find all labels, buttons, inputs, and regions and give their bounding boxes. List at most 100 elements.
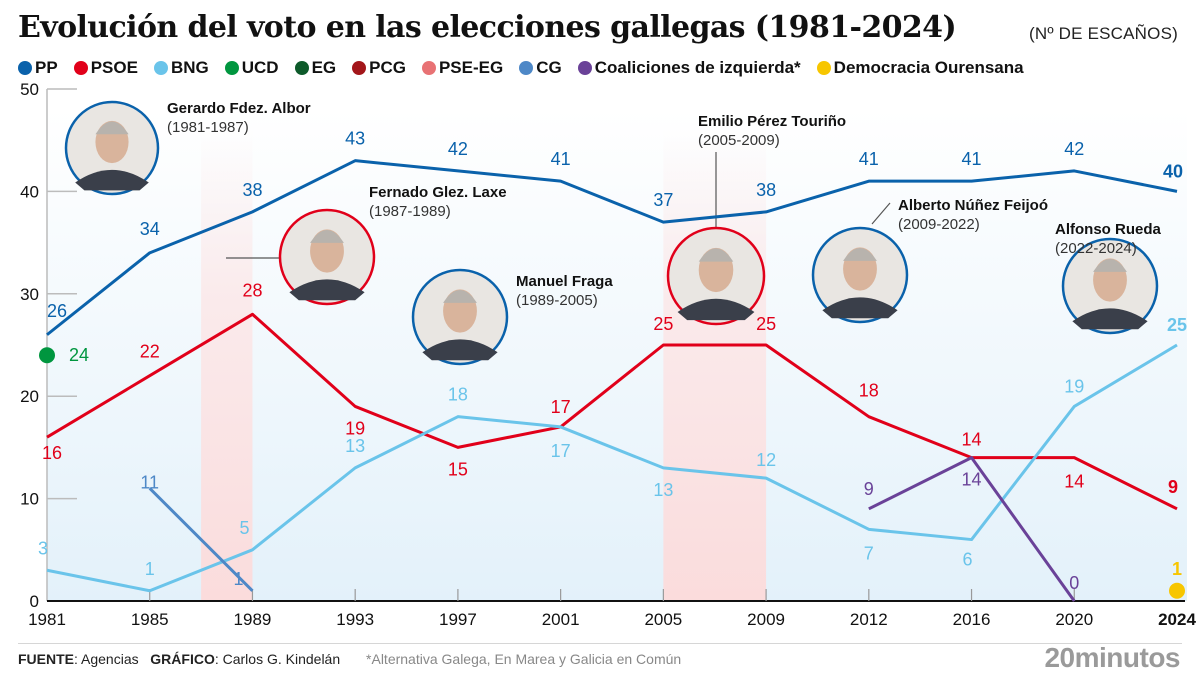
chart-title: Evolución del voto en las elecciones gal… <box>18 10 957 45</box>
legend-label: PSOE <box>90 58 138 77</box>
legend-label: PP <box>35 58 58 77</box>
y-tick-label: 50 <box>20 80 39 99</box>
x-tick-label: 2009 <box>747 610 785 629</box>
portrait-gerardo-fdez-albor <box>64 100 160 196</box>
legend-dot-icon <box>18 61 32 75</box>
annotation-years: (1989-2005) <box>516 292 598 309</box>
portrait-alberto-n-ez-feijo- <box>811 226 909 324</box>
data-label-pp: 26 <box>47 301 67 321</box>
annotation-name: Emilio Pérez Touriño <box>698 113 846 130</box>
legend-label: CG <box>536 58 562 77</box>
legend-dot-icon <box>816 61 831 75</box>
data-label-bng: 5 <box>239 518 249 538</box>
data-label-psoe: 28 <box>242 280 262 300</box>
portrait-hair <box>1093 258 1127 272</box>
legend-dot-icon <box>73 61 88 75</box>
data-label-bng: 6 <box>963 550 973 570</box>
legend: PP PSOE BNG UCD EG PCG PSE-EG CG Coalici… <box>18 58 1024 78</box>
annotation-years: (1981-1987) <box>167 119 249 136</box>
annotation-name: Gerardo Fdez. Albor <box>167 100 311 117</box>
x-tick-label: 2005 <box>644 610 682 629</box>
portrait-manuel-fraga <box>411 268 509 366</box>
legend-item-pse-eg: PSE-EG <box>421 58 504 78</box>
source-label: FUENTE <box>18 651 74 667</box>
annotation-years: (2022-2024) <box>1055 240 1137 257</box>
portrait-fernado-glez-laxe <box>278 208 376 306</box>
portrait-shoulders <box>422 339 498 361</box>
y-tick-label: 30 <box>20 285 39 304</box>
data-label-psoe: 25 <box>653 314 673 334</box>
data-label-pp: 40 <box>1163 161 1183 181</box>
x-tick-label: 2001 <box>542 610 580 629</box>
footnote: *Alternativa Galega, En Marea y Galicia … <box>366 651 682 667</box>
data-label-coaliciones: 9 <box>864 479 874 499</box>
portrait-hair <box>95 121 129 135</box>
annotation-years: (1987-1989) <box>369 203 451 220</box>
portrait-hair <box>698 248 734 262</box>
data-label-pp: 43 <box>345 129 365 149</box>
shaded-period-band <box>201 129 253 601</box>
x-tick-label: 1993 <box>336 610 374 629</box>
pp-line <box>46 159 1178 336</box>
footer: FUENTE: Agencias GRÁFICO: Carlos G. Kind… <box>18 651 682 667</box>
annotation-years: (2005-2009) <box>698 132 780 149</box>
data-label-psoe: 14 <box>1064 472 1084 492</box>
y-tick-label: 20 <box>20 387 39 406</box>
annotation-name: Fernado Glez. Laxe <box>369 184 507 201</box>
legend-item-coaliciones: Coaliciones de izquierda* <box>577 58 801 78</box>
x-tick-label: 2020 <box>1055 610 1093 629</box>
portrait-emilio-p-rez-touri-o <box>666 226 766 326</box>
legend-label: PSE-EG <box>438 58 504 77</box>
shaded-period-band <box>663 129 767 601</box>
legend-dot-icon <box>294 61 309 75</box>
x-tick-label: 1985 <box>131 610 169 629</box>
source-value: Agencias <box>81 651 139 667</box>
annotation-pointer <box>871 202 891 225</box>
legend-label: UCD <box>241 58 279 77</box>
x-tick-label: 2016 <box>953 610 991 629</box>
data-label-bng: 18 <box>448 385 468 405</box>
ucd-point <box>39 347 55 364</box>
x-tick-label: 2024 <box>1158 610 1196 629</box>
data-label-bng: 7 <box>864 543 874 563</box>
graphic-label: GRÁFICO <box>150 651 215 667</box>
data-label-psoe: 14 <box>962 430 982 450</box>
data-label-pp: 41 <box>551 149 571 169</box>
bng-line <box>46 343 1178 593</box>
portrait-shoulders <box>289 279 365 301</box>
legend-dot-icon <box>153 61 168 75</box>
data-label-psoe: 16 <box>42 443 62 463</box>
x-tick-label: 2012 <box>850 610 888 629</box>
legend-item-do: Democracia Ourensana <box>816 58 1024 78</box>
x-tick-label: 1997 <box>439 610 477 629</box>
data-label-coaliciones: 14 <box>962 470 982 490</box>
y-tick-label: 0 <box>30 592 39 611</box>
annotation-name: Manuel Fraga <box>516 273 613 290</box>
data-label-pp: 38 <box>242 180 262 200</box>
portrait-shoulders <box>677 298 755 321</box>
data-label-bng: 17 <box>551 441 571 461</box>
legend-label: BNG <box>170 58 209 77</box>
chart-subtitle: (Nº DE ESCAÑOS) <box>1028 24 1178 43</box>
portrait-shoulders <box>822 297 898 319</box>
data-label-psoe: 17 <box>551 397 571 417</box>
legend-item-ucd: UCD <box>224 58 279 78</box>
data-label-pp: 42 <box>448 139 468 159</box>
coaliciones-line <box>868 456 1076 602</box>
data-label-psoe: 18 <box>859 381 879 401</box>
legend-item-eg: EG <box>294 58 337 78</box>
legend-label: EG <box>311 58 337 77</box>
annotation-name: Alberto Núñez Feijoó <box>898 197 1048 214</box>
data-label-ucd: 24 <box>69 345 89 365</box>
cg-line <box>148 487 254 592</box>
data-label-psoe: 19 <box>345 418 365 438</box>
x-tick-label: 1989 <box>234 610 272 629</box>
legend-label: PCG <box>369 58 406 77</box>
democracia-ourensana-point <box>1169 582 1185 599</box>
data-label-pp: 37 <box>653 190 673 210</box>
footer-divider <box>18 643 1182 644</box>
data-label-bng: 1 <box>145 559 155 579</box>
portrait-alfonso-rueda <box>1061 237 1159 335</box>
legend-item-cg: CG <box>519 58 562 78</box>
legend-item-pp: PP <box>18 58 58 78</box>
